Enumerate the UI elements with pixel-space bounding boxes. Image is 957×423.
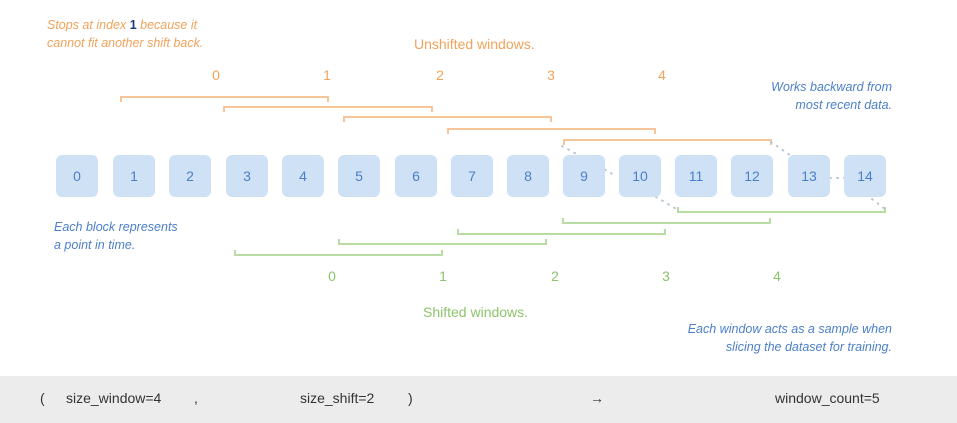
note-text: a point in time. <box>54 238 136 252</box>
time-block-5: 5 <box>338 155 380 197</box>
shift-connector <box>770 141 798 161</box>
note-text: cannot fit another shift back. <box>47 36 204 50</box>
shifted-index-2: 2 <box>551 268 559 284</box>
comma: , <box>194 390 198 406</box>
unshifted-window-1 <box>223 106 433 112</box>
time-block-9: 9 <box>563 155 605 197</box>
shifted-index-3: 3 <box>662 268 670 284</box>
note-text: most recent data. <box>795 98 892 112</box>
unshifted-index-0: 0 <box>212 67 220 83</box>
time-block-1: 1 <box>113 155 155 197</box>
time-block-3: 3 <box>226 155 268 197</box>
note-text: Stops at index <box>47 18 130 32</box>
note-each-window: Each window acts as a sample when slicin… <box>620 320 892 356</box>
time-block-8: 8 <box>507 155 549 197</box>
shifted-index-0: 0 <box>328 268 336 284</box>
shift-connector <box>871 198 886 210</box>
time-block-7: 7 <box>451 155 493 197</box>
result-window-count: window_count=5 <box>775 390 880 406</box>
shifted-index-4: 4 <box>773 268 781 284</box>
arg-size-shift: size_shift=2 <box>300 390 375 406</box>
shift-connector <box>655 196 681 212</box>
note-text: Works backward from <box>771 80 892 94</box>
time-block-4: 4 <box>282 155 324 197</box>
time-block-12: 12 <box>731 155 773 197</box>
unshifted-window-4 <box>563 139 772 145</box>
time-block-14: 14 <box>844 155 886 197</box>
shifted-window-1 <box>338 239 547 245</box>
note-text: because it <box>136 18 198 32</box>
time-block-11: 11 <box>675 155 717 197</box>
time-block-13: 13 <box>788 155 830 197</box>
note-text: Each window acts as a sample when <box>687 322 892 336</box>
shifted-window-4 <box>677 207 886 213</box>
time-block-10: 10 <box>619 155 661 197</box>
note-works-backward: Works backward from most recent data. <box>730 78 892 114</box>
note-each-block: Each block represents a point in time. <box>54 218 178 254</box>
shifted-title: Shifted windows. <box>423 304 529 320</box>
arrow-icon: → <box>590 390 604 406</box>
close-paren: ) <box>408 390 413 406</box>
time-block-6: 6 <box>395 155 437 197</box>
note-stops-at-index: Stops at index 1 because it cannot fit a… <box>47 16 203 52</box>
unshifted-window-3 <box>447 128 656 134</box>
note-index-highlight: 1 <box>129 18 137 32</box>
shifted-window-0 <box>234 250 443 256</box>
unshifted-index-3: 3 <box>547 67 555 83</box>
note-text: slicing the dataset for training. <box>725 340 892 354</box>
unshifted-index-1: 1 <box>323 67 331 83</box>
shifted-index-1: 1 <box>439 268 447 284</box>
shifted-window-2 <box>457 229 666 235</box>
unshifted-window-0 <box>120 96 329 102</box>
unshifted-index-4: 4 <box>658 67 666 83</box>
time-block-2: 2 <box>169 155 211 197</box>
open-paren: ( <box>40 390 45 406</box>
unshifted-index-2: 2 <box>436 67 444 83</box>
shifted-window-3 <box>562 218 771 224</box>
note-text: Each block represents <box>54 220 178 234</box>
time-block-0: 0 <box>56 155 98 197</box>
formula-bar: ( size_window=4 , size_shift=2 ) → windo… <box>0 376 957 423</box>
arg-size-window: size_window=4 <box>66 390 162 406</box>
unshifted-window-2 <box>343 116 552 122</box>
unshifted-title: Unshifted windows. <box>414 36 535 52</box>
